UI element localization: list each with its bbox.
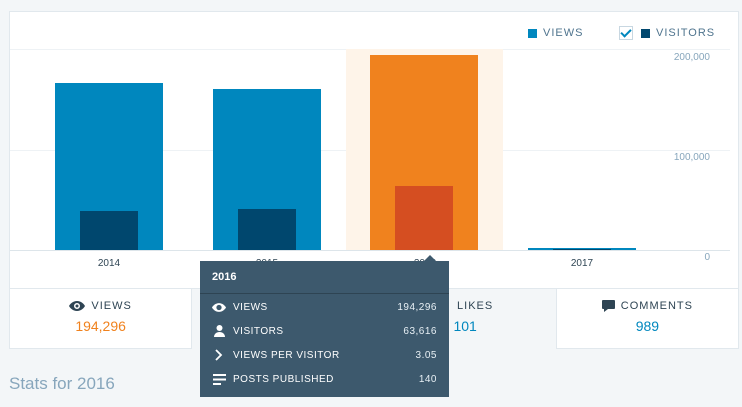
tooltip-row-label: VIEWS PER VISITOR xyxy=(233,349,340,361)
tooltip-row-value: 194,296 xyxy=(397,301,437,313)
tooltip-row-value: 3.05 xyxy=(415,349,437,361)
stat-views[interactable]: VIEWS 194,296 xyxy=(10,289,193,349)
legend-views[interactable]: VIEWS xyxy=(528,26,583,40)
bar-visitors-2014[interactable] xyxy=(80,210,138,250)
stat-views-label: VIEWS xyxy=(91,300,132,312)
legend-visitors-label: VISITORS xyxy=(656,27,716,39)
eye-icon xyxy=(69,301,86,311)
y-tick-label: 100,000 xyxy=(673,152,710,163)
eye-icon xyxy=(212,302,226,312)
stat-comments-label: COMMENTS xyxy=(620,300,693,312)
legend-views-swatch xyxy=(528,28,537,38)
y-tick-label: 0 xyxy=(704,252,710,263)
chart-tooltip: 2016 VIEWS 194,296 VISITORS 63,616 VIEWS… xyxy=(200,261,449,397)
bar-visitors-2015[interactable] xyxy=(238,208,296,250)
tooltip-row-value: 63,616 xyxy=(403,325,437,337)
bar-views-2017[interactable] xyxy=(528,247,636,250)
tooltip-row-value: 140 xyxy=(418,373,437,385)
bar-visitors-2016[interactable] xyxy=(395,186,453,250)
stat-likes-label: LIKES xyxy=(457,300,494,312)
tooltip-row-posts-published: POSTS PUBLISHED 140 xyxy=(212,372,437,386)
legend-views-label: VIEWS xyxy=(543,27,584,39)
x-tick-label: 2017 xyxy=(570,258,594,269)
tooltip-row-label: POSTS PUBLISHED xyxy=(233,373,334,385)
tooltip-row-label: VIEWS xyxy=(233,301,268,313)
chevron-right-icon xyxy=(215,349,223,361)
posts-icon xyxy=(212,373,226,385)
tooltip-divider xyxy=(200,293,449,294)
stat-views-value: 194,296 xyxy=(75,318,126,334)
stat-comments[interactable]: COMMENTS 989 xyxy=(557,289,738,349)
stat-comments-value: 989 xyxy=(635,318,660,334)
tooltip-row-views: VIEWS 194,296 xyxy=(212,300,437,314)
bar-visitors-2017[interactable] xyxy=(553,249,611,250)
comment-icon xyxy=(601,300,615,312)
x-tick-label: 2014 xyxy=(97,258,121,269)
tooltip-row-views-per-visitor: VIEWS PER VISITOR 3.05 xyxy=(212,348,437,362)
visitors-checkbox-icon[interactable] xyxy=(619,26,633,40)
page-title: Stats for 2016 xyxy=(9,374,115,393)
stat-likes-value: 101 xyxy=(453,318,477,334)
tooltip-caret xyxy=(424,255,436,261)
tooltip-title: 2016 xyxy=(212,271,237,283)
legend-visitors[interactable]: VISITORS xyxy=(619,26,715,40)
legend-visitors-swatch xyxy=(641,28,650,38)
gridline-base xyxy=(10,250,730,251)
tooltip-row-label: VISITORS xyxy=(233,325,284,337)
y-tick-label: 200,000 xyxy=(673,52,710,63)
person-icon xyxy=(213,325,225,337)
tooltip-row-visitors: VISITORS 63,616 xyxy=(212,324,437,338)
